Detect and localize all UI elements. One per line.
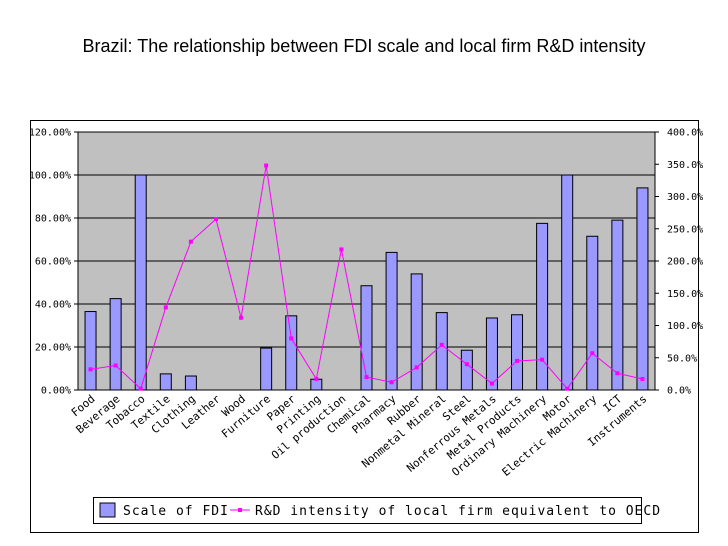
bar: [561, 174, 574, 391]
bar: [159, 373, 172, 391]
y-left-tick-label: 80.00%: [35, 214, 71, 225]
y-left-tick-label: 20.00%: [35, 343, 71, 354]
y-right-tick-label: 50.0%: [667, 353, 697, 364]
bar: [260, 347, 273, 391]
bar: [360, 285, 373, 391]
line-point: [640, 377, 645, 382]
bar: [636, 187, 649, 391]
y-right-tick-label: 350.0%: [667, 160, 703, 171]
y-left-tick-label: 100.00%: [29, 171, 71, 182]
y-left-tick-label: 40.00%: [35, 300, 71, 311]
bar: [536, 222, 549, 391]
legend-bar-swatch: [99, 502, 116, 518]
bar: [184, 375, 197, 391]
y-right-tick-label: 300.0%: [667, 192, 703, 203]
bar: [586, 235, 599, 391]
legend-label-rd: R&D intensity of local firm equivalent t…: [255, 504, 661, 519]
bar: [485, 317, 498, 391]
line-point: [163, 305, 168, 310]
line-point: [515, 358, 520, 363]
line-point: [188, 239, 193, 244]
line-point: [213, 217, 218, 222]
y-right-tick-label: 150.0%: [667, 289, 703, 300]
line-point: [615, 371, 620, 376]
y-left-tick-label: 120.00%: [29, 128, 71, 139]
legend-label-fdi: Scale of FDI: [123, 504, 229, 519]
line-point: [339, 247, 344, 252]
line-point: [88, 367, 93, 372]
line-point: [389, 380, 394, 385]
bar: [435, 312, 448, 391]
legend: Scale of FDI R&D intensity of local firm …: [93, 497, 661, 524]
line-point: [138, 386, 143, 391]
line-point: [565, 386, 570, 391]
bar: [109, 298, 122, 391]
legend-line-marker: [238, 508, 242, 512]
line-point: [264, 163, 269, 168]
bar: [511, 314, 524, 391]
line-point: [439, 342, 444, 347]
chart-title: Brazil: The relationship between FDI sca…: [82, 36, 646, 56]
y-right-tick-label: 200.0%: [667, 257, 703, 268]
line-point: [364, 375, 369, 380]
bar: [84, 311, 97, 391]
line-point: [590, 351, 595, 356]
bar: [385, 251, 398, 391]
y-right-tick-label: 400.0%: [667, 128, 703, 139]
legend-box: [93, 497, 642, 524]
line-point: [113, 363, 118, 368]
bar: [460, 349, 473, 391]
y-right-tick-label: 250.0%: [667, 224, 703, 235]
line-point: [489, 381, 494, 386]
line-point: [239, 315, 244, 320]
line-point: [540, 357, 545, 362]
bar: [410, 273, 423, 391]
bar: [611, 219, 624, 391]
line-point: [289, 336, 294, 341]
y-left-tick-label: 60.00%: [35, 257, 71, 268]
y-right-tick-label: 100.0%: [667, 321, 703, 332]
line-point: [414, 365, 419, 370]
line-point: [464, 362, 469, 367]
y-right-tick-label: 0.0%: [667, 386, 691, 397]
bar: [285, 315, 298, 391]
y-left-tick-label: 0.00%: [41, 386, 71, 397]
line-point: [314, 377, 319, 382]
bar: [134, 174, 147, 391]
